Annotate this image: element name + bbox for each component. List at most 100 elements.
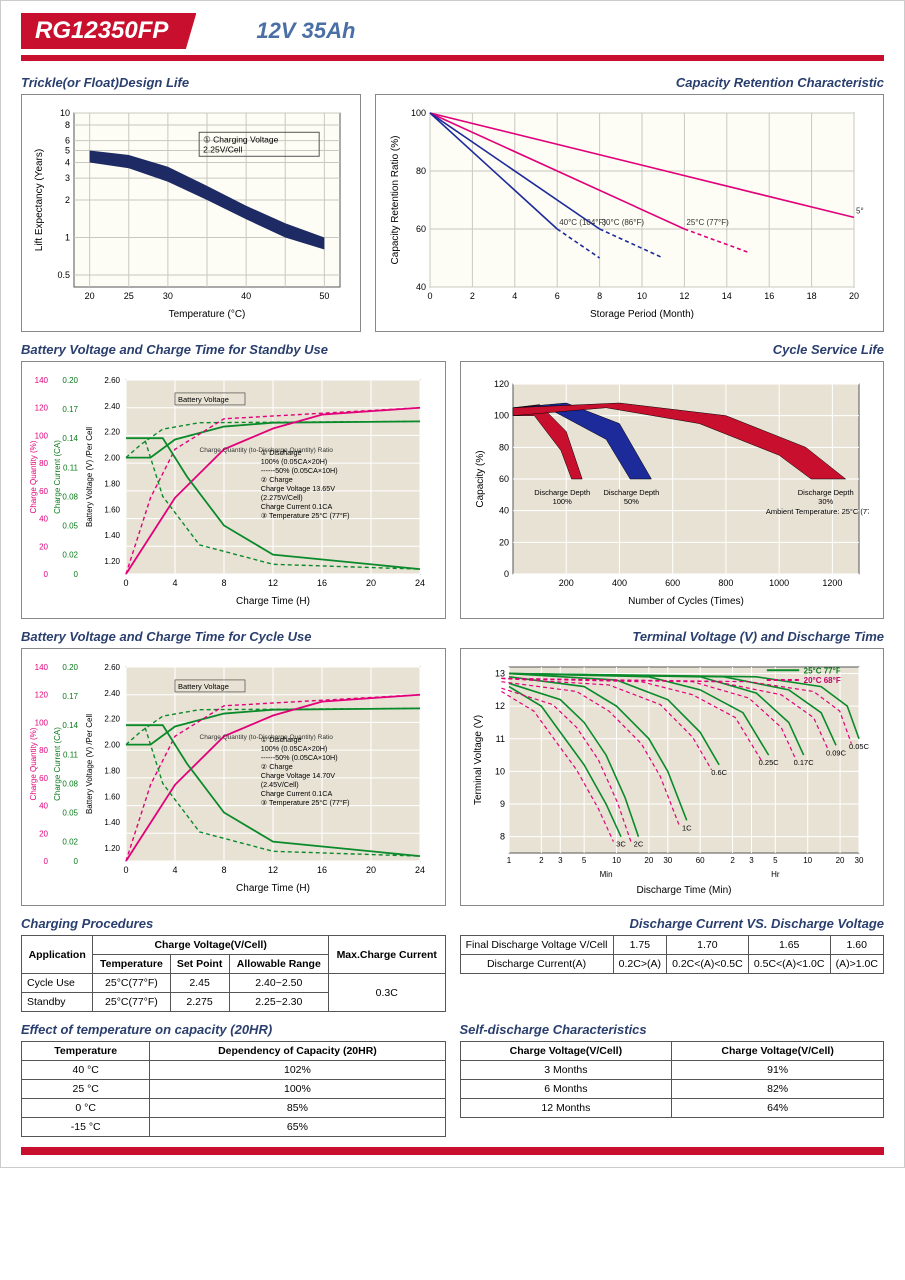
svg-text:24: 24 (415, 865, 425, 875)
divider-top (21, 55, 884, 61)
svg-text:10: 10 (637, 291, 647, 301)
svg-text:100: 100 (411, 108, 426, 118)
table-row: 12 Months64% (460, 1099, 884, 1118)
svg-text:0.17: 0.17 (62, 405, 78, 414)
table-title-selfdis: Self-discharge Characteristics (460, 1022, 885, 1037)
table-discharge: Final Discharge Voltage V/Cell 1.75 1.70… (460, 935, 885, 974)
svg-text:Charge Current 0.1CA: Charge Current 0.1CA (261, 502, 333, 511)
svg-text:1200: 1200 (822, 578, 842, 588)
svg-text:5: 5 (581, 856, 586, 865)
svg-text:2.25V/Cell: 2.25V/Cell (203, 144, 242, 154)
divider-bottom (21, 1147, 884, 1155)
table-row: 6 Months82% (460, 1080, 884, 1099)
svg-text:5: 5 (65, 145, 70, 155)
svg-text:60: 60 (695, 856, 704, 865)
svg-text:60: 60 (498, 474, 508, 484)
svg-text:0.09C: 0.09C (825, 748, 846, 757)
svg-text:0.17: 0.17 (62, 692, 78, 701)
svg-text:20: 20 (366, 578, 376, 588)
svg-text:80: 80 (498, 442, 508, 452)
svg-text:24: 24 (415, 578, 425, 588)
svg-text:Charge Current (CA): Charge Current (CA) (53, 440, 62, 514)
svg-text:0.25C: 0.25C (758, 758, 779, 767)
svg-text:0: 0 (123, 578, 128, 588)
svg-text:1.60: 1.60 (104, 792, 120, 801)
chart-title-retention: Capacity Retention Characteristic (375, 75, 884, 90)
svg-text:20: 20 (39, 829, 48, 838)
svg-text:0.14: 0.14 (62, 434, 78, 443)
svg-text:40: 40 (39, 515, 48, 524)
table-row: Cycle Use 25°C(77°F) 2.45 2.40~2.50 0.3C (22, 974, 446, 993)
svg-text:13: 13 (494, 669, 504, 679)
chart-trickle: 0.51234568102025304050① Charging Voltage… (21, 94, 361, 332)
svg-text:2.40: 2.40 (104, 402, 120, 411)
svg-text:③ Temperature 25°C (77°F): ③ Temperature 25°C (77°F) (261, 798, 350, 807)
svg-text:Min: Min (599, 870, 612, 879)
svg-text:Discharge Depth: Discharge Depth (534, 488, 590, 497)
svg-text:(2.275V/Cell): (2.275V/Cell) (261, 493, 303, 502)
svg-text:Battery Voltage (V) /Per Cell: Battery Voltage (V) /Per Cell (85, 714, 94, 814)
svg-text:8: 8 (221, 578, 226, 588)
svg-text:80: 80 (416, 166, 426, 176)
svg-text:1.20: 1.20 (104, 844, 120, 853)
svg-text:Charge Voltage 13.65V: Charge Voltage 13.65V (261, 484, 336, 493)
svg-text:800: 800 (718, 578, 733, 588)
svg-text:10: 10 (60, 108, 70, 118)
svg-text:100: 100 (35, 718, 49, 727)
svg-text:0.05: 0.05 (62, 809, 78, 818)
svg-text:0.14: 0.14 (62, 721, 78, 730)
svg-text:① Discharge: ① Discharge (261, 448, 302, 457)
table-row: -15 °C65% (22, 1118, 446, 1137)
svg-text:2: 2 (730, 856, 735, 865)
svg-text:0: 0 (44, 570, 49, 579)
datasheet-page: RG12350FP 12V 35Ah Trickle(or Float)Desi… (0, 0, 905, 1168)
svg-text:100% (0.05CA×20H): 100% (0.05CA×20H) (261, 744, 328, 753)
svg-text:Charge Current 0.1CA: Charge Current 0.1CA (261, 789, 333, 798)
svg-text:2C: 2C (633, 840, 643, 849)
svg-text:100: 100 (493, 411, 508, 421)
svg-text:16: 16 (317, 865, 327, 875)
svg-text:Discharge Time (Min): Discharge Time (Min) (636, 885, 731, 896)
svg-text:8: 8 (221, 865, 226, 875)
svg-text:20: 20 (849, 291, 859, 301)
svg-text:------50% (0.05CA×10H): ------50% (0.05CA×10H) (261, 753, 338, 762)
svg-text:2.60: 2.60 (104, 376, 120, 385)
svg-text:Charge Time (H): Charge Time (H) (236, 596, 310, 607)
svg-text:0.17C: 0.17C (793, 758, 814, 767)
svg-text:30: 30 (163, 291, 173, 301)
th-ar: Allowable Range (229, 955, 328, 974)
svg-text:50%: 50% (623, 497, 638, 506)
svg-text:140: 140 (35, 376, 49, 385)
svg-text:0.20: 0.20 (62, 663, 78, 672)
svg-text:1.20: 1.20 (104, 557, 120, 566)
svg-text:1.40: 1.40 (104, 531, 120, 540)
chart-title-cyclelife: Cycle Service Life (460, 342, 885, 357)
table-row: 25 °C100% (22, 1080, 446, 1099)
svg-text:80: 80 (39, 459, 48, 468)
svg-text:0.05C: 0.05C (848, 742, 868, 751)
svg-text:1: 1 (506, 856, 511, 865)
svg-text:9: 9 (499, 799, 504, 809)
svg-text:Charge Current (CA): Charge Current (CA) (53, 727, 62, 801)
svg-text:30°C (86°F): 30°C (86°F) (602, 218, 645, 227)
svg-text:5°C (41°F): 5°C (41°F) (856, 206, 864, 215)
svg-text:25°C (77°F): 25°C (77°F) (686, 218, 729, 227)
table-row: 3 Months91% (460, 1061, 884, 1080)
svg-text:2.40: 2.40 (104, 689, 120, 698)
svg-text:(2.45V/Cell): (2.45V/Cell) (261, 780, 299, 789)
svg-text:25°C 77°F: 25°C 77°F (803, 666, 840, 675)
chart-title-trickle: Trickle(or Float)Design Life (21, 75, 361, 90)
svg-text:40°C (104°F): 40°C (104°F) (559, 218, 606, 227)
svg-text:12: 12 (494, 701, 504, 711)
svg-text:120: 120 (35, 691, 49, 700)
svg-text:30: 30 (854, 856, 863, 865)
svg-text:4: 4 (65, 158, 70, 168)
svg-text:20: 20 (366, 865, 376, 875)
svg-text:① Charging Voltage: ① Charging Voltage (203, 134, 278, 144)
svg-text:12: 12 (268, 578, 278, 588)
svg-text:5: 5 (773, 856, 778, 865)
table-selfdis: Charge Voltage(V/Cell)Charge Voltage(V/C… (460, 1041, 885, 1118)
svg-text:40: 40 (39, 802, 48, 811)
th-max: Max.Charge Current (329, 936, 446, 974)
svg-text:0.08: 0.08 (62, 492, 78, 501)
